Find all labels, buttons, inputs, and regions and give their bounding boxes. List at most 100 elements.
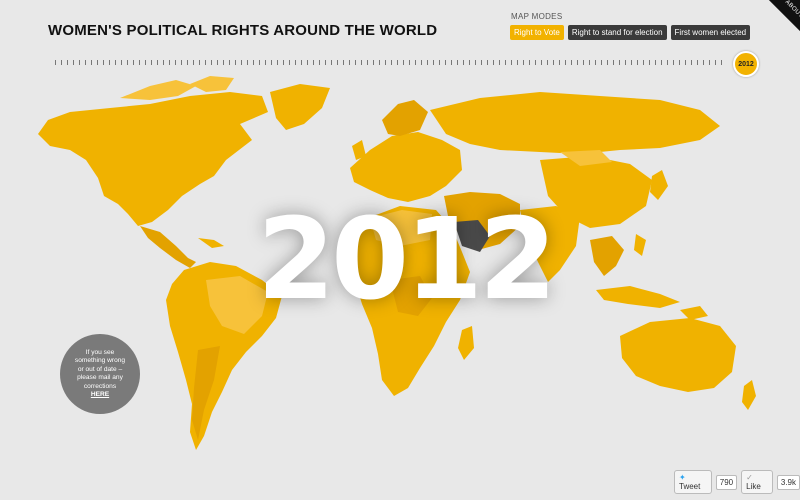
timeline-tick[interactable]: [601, 60, 602, 65]
timeline-tick[interactable]: [55, 60, 56, 65]
timeline-tick[interactable]: [145, 60, 146, 65]
mode-first-women-elected-button[interactable]: First women elected: [670, 25, 751, 40]
timeline-tick[interactable]: [289, 60, 290, 65]
timeline-tick[interactable]: [457, 60, 458, 65]
timeline-tick[interactable]: [403, 60, 404, 65]
timeline-tick[interactable]: [667, 60, 668, 65]
timeline-tick[interactable]: [535, 60, 536, 65]
timeline-tick[interactable]: [661, 60, 662, 65]
timeline-tick[interactable]: [175, 60, 176, 65]
timeline-tick[interactable]: [97, 60, 98, 65]
timeline-tick[interactable]: [469, 60, 470, 65]
timeline-tick[interactable]: [445, 60, 446, 65]
timeline-tick[interactable]: [673, 60, 674, 65]
like-button[interactable]: ✓ Like: [741, 470, 773, 494]
timeline-tick[interactable]: [301, 60, 302, 65]
timeline-tick[interactable]: [325, 60, 326, 65]
timeline-tick[interactable]: [205, 60, 206, 65]
timeline-tick[interactable]: [295, 60, 296, 65]
timeline-tick[interactable]: [595, 60, 596, 65]
timeline-tick[interactable]: [271, 60, 272, 65]
timeline-tick[interactable]: [163, 60, 164, 65]
timeline-tick[interactable]: [109, 60, 110, 65]
timeline-tick[interactable]: [553, 60, 554, 65]
timeline-tick[interactable]: [577, 60, 578, 65]
timeline-tick[interactable]: [511, 60, 512, 65]
timeline-tick[interactable]: [133, 60, 134, 65]
timeline-track[interactable]: [55, 60, 735, 66]
timeline-tick[interactable]: [367, 60, 368, 65]
timeline-tick[interactable]: [229, 60, 230, 65]
timeline-tick[interactable]: [61, 60, 62, 65]
timeline-tick[interactable]: [439, 60, 440, 65]
timeline-tick[interactable]: [451, 60, 452, 65]
tweet-button[interactable]: ✦ Tweet: [674, 470, 712, 494]
timeline-tick[interactable]: [211, 60, 212, 65]
timeline-tick[interactable]: [181, 60, 182, 65]
about-corner-button[interactable]: ABOUT: [768, 0, 800, 32]
timeline-tick[interactable]: [127, 60, 128, 65]
timeline-tick[interactable]: [139, 60, 140, 65]
timeline-tick[interactable]: [265, 60, 266, 65]
timeline-tick[interactable]: [421, 60, 422, 65]
timeline-tick[interactable]: [619, 60, 620, 65]
timeline-tick[interactable]: [379, 60, 380, 65]
timeline-tick[interactable]: [313, 60, 314, 65]
timeline-tick[interactable]: [655, 60, 656, 65]
timeline-tick[interactable]: [319, 60, 320, 65]
timeline-tick[interactable]: [409, 60, 410, 65]
timeline-tick[interactable]: [631, 60, 632, 65]
timeline-tick[interactable]: [307, 60, 308, 65]
timeline-tick[interactable]: [571, 60, 572, 65]
timeline-tick[interactable]: [277, 60, 278, 65]
timeline-tick[interactable]: [247, 60, 248, 65]
timeline-tick[interactable]: [337, 60, 338, 65]
timeline-tick[interactable]: [709, 60, 710, 65]
timeline-tick[interactable]: [559, 60, 560, 65]
timeline-tick[interactable]: [517, 60, 518, 65]
timeline-tick[interactable]: [397, 60, 398, 65]
timeline-tick[interactable]: [235, 60, 236, 65]
timeline-tick[interactable]: [703, 60, 704, 65]
timeline-tick[interactable]: [523, 60, 524, 65]
timeline-tick[interactable]: [151, 60, 152, 65]
timeline-tick[interactable]: [91, 60, 92, 65]
timeline-tick[interactable]: [121, 60, 122, 65]
timeline-tick[interactable]: [343, 60, 344, 65]
timeline-tick[interactable]: [373, 60, 374, 65]
mode-right-to-stand-button[interactable]: Right to stand for election: [567, 25, 667, 40]
timeline-tick[interactable]: [115, 60, 116, 65]
timeline-tick[interactable]: [67, 60, 68, 65]
mode-right-to-vote-button[interactable]: Right to Vote: [510, 25, 564, 40]
timeline-tick[interactable]: [349, 60, 350, 65]
timeline-tick[interactable]: [547, 60, 548, 65]
timeline-tick[interactable]: [679, 60, 680, 65]
timeline-tick[interactable]: [385, 60, 386, 65]
timeline-tick[interactable]: [169, 60, 170, 65]
timeline-tick[interactable]: [487, 60, 488, 65]
timeline-tick[interactable]: [649, 60, 650, 65]
timeline-tick[interactable]: [721, 60, 722, 65]
timeline-tick[interactable]: [259, 60, 260, 65]
timeline-tick[interactable]: [355, 60, 356, 65]
timeline-tick[interactable]: [103, 60, 104, 65]
timeline-tick[interactable]: [415, 60, 416, 65]
timeline-tick[interactable]: [493, 60, 494, 65]
timeline-tick[interactable]: [85, 60, 86, 65]
timeline-tick[interactable]: [283, 60, 284, 65]
timeline-tick[interactable]: [193, 60, 194, 65]
timeline-year-handle[interactable]: 2012: [733, 51, 759, 77]
corrections-here-link[interactable]: HERE: [90, 391, 110, 398]
timeline-tick[interactable]: [391, 60, 392, 65]
timeline-tick[interactable]: [643, 60, 644, 65]
timeline-tick[interactable]: [475, 60, 476, 65]
timeline-tick[interactable]: [529, 60, 530, 65]
timeline-tick[interactable]: [427, 60, 428, 65]
timeline-tick[interactable]: [73, 60, 74, 65]
timeline-tick[interactable]: [637, 60, 638, 65]
timeline-tick[interactable]: [583, 60, 584, 65]
timeline-tick[interactable]: [589, 60, 590, 65]
timeline-tick[interactable]: [481, 60, 482, 65]
timeline-tick[interactable]: [715, 60, 716, 65]
timeline-tick[interactable]: [157, 60, 158, 65]
